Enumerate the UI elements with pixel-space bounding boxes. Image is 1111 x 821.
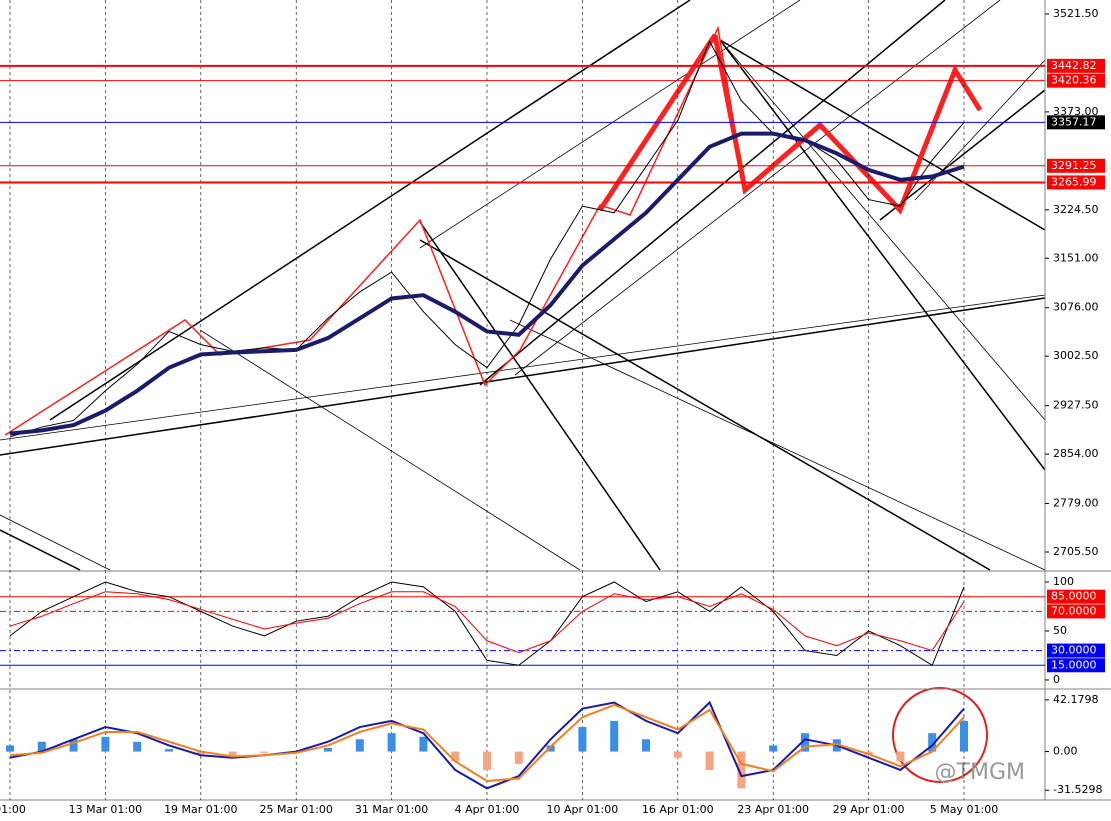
x-tick-label: 19 Mar 01:00: [164, 803, 237, 816]
y-tick-label: 50: [1053, 624, 1067, 637]
level-label: 15.0000: [1051, 658, 1097, 671]
level-label-box: [1047, 158, 1105, 173]
level-label: 85.0000: [1051, 590, 1097, 603]
y-tick-label: 3076.00: [1053, 301, 1099, 314]
y-tick-label: 0.00: [1053, 745, 1078, 758]
x-tick-label: 31 Mar 01:00: [355, 803, 428, 816]
histogram-bar: [165, 749, 173, 752]
y-tick-label: 0: [1053, 673, 1060, 686]
x-tick-label: 5 May 01:00: [930, 803, 998, 816]
series-line: [9, 700, 965, 790]
histogram-bar: [705, 751, 714, 770]
level-label: 3420.36: [1051, 74, 1097, 87]
histogram-bar: [546, 745, 555, 752]
x-tick-label: 01:00: [0, 803, 26, 816]
histogram-bar: [324, 747, 332, 752]
histogram-bar: [610, 720, 619, 752]
x-tick-label: 13 Mar 01:00: [69, 803, 142, 816]
histogram-bar: [387, 733, 396, 752]
histogram-bar: [896, 751, 905, 762]
histogram-bar: [673, 751, 682, 758]
series-line: [9, 591, 965, 654]
histogram-bar: [514, 751, 523, 764]
histogram-bar: [355, 739, 364, 752]
level-label-box: [1047, 604, 1105, 619]
plot-bg: [0, 0, 1045, 800]
level-label-box: [1047, 73, 1105, 88]
histogram-bar: [801, 733, 809, 752]
histogram-bar: [769, 745, 778, 752]
histogram-bar: [419, 736, 428, 752]
y-tick-label: 3373.00: [1053, 105, 1099, 118]
histogram-bar: [133, 741, 142, 752]
highlight-circle: [892, 687, 988, 783]
histogram-bar: [483, 751, 491, 770]
x-tick-label: 4 Apr 01:00: [455, 803, 520, 816]
x-tick-label: 23 Apr 01:00: [737, 803, 809, 816]
histogram-bar: [6, 745, 14, 752]
level-label-box: [1047, 643, 1105, 658]
y-tick-label: 100: [1053, 575, 1074, 588]
y-tick-label: 3224.50: [1053, 203, 1099, 216]
level-label: 70.0000: [1051, 604, 1097, 617]
histogram-bar: [260, 751, 269, 753]
x-tick-label: 10 Apr 01:00: [547, 803, 619, 816]
level-label-box: [1047, 115, 1105, 130]
series-line: [9, 581, 965, 667]
level-label: 3442.82: [1051, 59, 1097, 72]
histogram-bar: [228, 751, 237, 756]
level-label: 3291.25: [1051, 159, 1097, 172]
x-tick-label: 29 Apr 01:00: [833, 803, 905, 816]
series-line: [9, 703, 965, 783]
y-tick-label: 2779.00: [1053, 497, 1099, 510]
histogram-bar: [101, 736, 110, 752]
histogram-bar: [928, 733, 937, 752]
histogram-bar: [451, 751, 460, 762]
y-tick-label: 42.1798: [1053, 693, 1099, 706]
x-tick-label: 16 Apr 01:00: [642, 803, 714, 816]
y-tick-label: -31.5298: [1053, 783, 1102, 796]
y-tick-label: 3002.50: [1053, 349, 1099, 362]
y-tick-label: 3151.00: [1053, 251, 1099, 264]
trend-lines: [0, 0, 1046, 571]
y-tick-label: 3521.50: [1053, 7, 1099, 20]
level-label: 30.0000: [1051, 644, 1097, 657]
y-tick-label: 2854.00: [1053, 447, 1099, 460]
level-label: 3357.17: [1051, 115, 1097, 128]
y-tick-label: 2705.50: [1053, 545, 1099, 558]
x-tick-label: 25 Mar 01:00: [259, 803, 332, 816]
histogram-bar: [737, 751, 746, 789]
histogram-bar: [37, 741, 46, 752]
histogram-bar: [642, 739, 650, 752]
level-label-box: [1047, 658, 1105, 673]
level-label-box: [1047, 589, 1105, 604]
histogram-bar: [69, 739, 78, 752]
histogram-bar: [960, 720, 968, 752]
histogram-bar: [578, 727, 587, 752]
y-tick-label: 2927.50: [1053, 399, 1099, 412]
histogram-bar: [196, 751, 205, 755]
level-label: 3265.99: [1051, 175, 1097, 188]
level-label-box: [1047, 58, 1105, 73]
level-label-box: [1047, 175, 1105, 190]
series-line: [9, 131, 965, 436]
watermark: @TMGM: [935, 760, 1025, 785]
